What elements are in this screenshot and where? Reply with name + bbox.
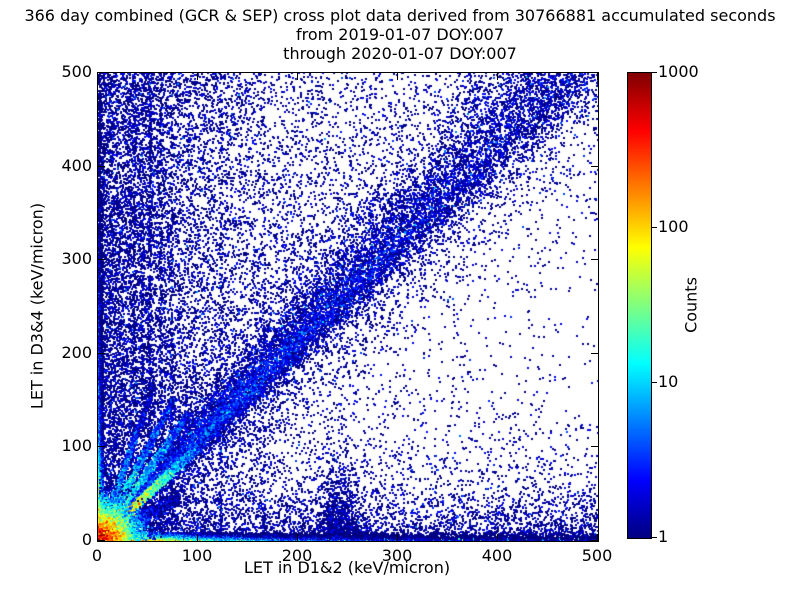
x-tick-label: 500: [581, 546, 613, 565]
title-block: 366 day combined (GCR & SEP) cross plot …: [0, 6, 800, 63]
y-tick-mark: [591, 540, 598, 541]
x-tick-mark: [197, 534, 198, 541]
y-tick-label: 100: [61, 436, 92, 456]
y-tick-mark: [98, 72, 105, 73]
y-tick-label: 300: [61, 249, 92, 269]
x-tick-mark: [297, 534, 298, 541]
y-tick-label: 200: [61, 342, 92, 362]
plot-subtitle-through: through 2020-01-07 DOY:007: [283, 44, 517, 63]
y-tick-mark: [591, 259, 598, 261]
colorbar: [627, 72, 652, 539]
x-tick-mark: [197, 73, 198, 80]
plot-area: [97, 72, 599, 542]
x-tick-mark: [97, 73, 98, 80]
y-tick-mark: [591, 72, 598, 73]
x-axis-label: LET in D1&2 (keV/micron): [243, 558, 451, 577]
y-tick-mark: [98, 446, 105, 448]
x-tick-mark: [497, 73, 498, 80]
scatter-density-canvas: [98, 73, 598, 541]
plot-title: 366 day combined (GCR & SEP) cross plot …: [24, 6, 776, 25]
x-tick-mark: [397, 73, 398, 80]
x-tick-label: 0: [91, 546, 103, 565]
colorbar-tick-label: 1: [658, 527, 669, 546]
colorbar-tick-mark: [652, 537, 657, 538]
x-tick-label: 300: [381, 546, 413, 565]
colorbar-tick-mark: [652, 72, 657, 73]
x-tick-mark: [397, 534, 398, 541]
x-tick-mark: [597, 73, 598, 80]
y-tick-label: 400: [61, 155, 92, 175]
x-tick-label: 100: [181, 546, 213, 565]
colorbar-label: Counts: [681, 277, 701, 333]
x-tick-label: 200: [281, 546, 313, 565]
y-tick-mark: [98, 259, 105, 261]
y-tick-mark: [591, 165, 598, 167]
y-tick-label: 0: [81, 530, 92, 549]
y-axis-label: LET in D3&4 (keV/micron): [27, 202, 47, 410]
y-tick-mark: [591, 446, 598, 448]
x-tick-label: 400: [481, 546, 513, 565]
colorbar-tick-label: 1000: [658, 62, 699, 81]
colorbar-tick-label: 10: [658, 372, 679, 391]
x-tick-mark: [497, 534, 498, 541]
x-tick-mark: [97, 534, 98, 541]
colorbar-tick-label: 100: [658, 217, 689, 236]
y-tick-mark: [98, 165, 105, 167]
x-tick-mark: [597, 534, 598, 541]
plot-subtitle-from: from 2019-01-07 DOY:007: [295, 25, 504, 44]
x-tick-mark: [297, 73, 298, 80]
y-tick-label: 500: [61, 62, 92, 81]
colorbar-tick-mark: [652, 382, 657, 383]
y-tick-mark: [591, 352, 598, 354]
colorbar-tick-mark: [652, 227, 657, 228]
y-tick-mark: [98, 352, 105, 354]
y-tick-mark: [98, 540, 105, 541]
